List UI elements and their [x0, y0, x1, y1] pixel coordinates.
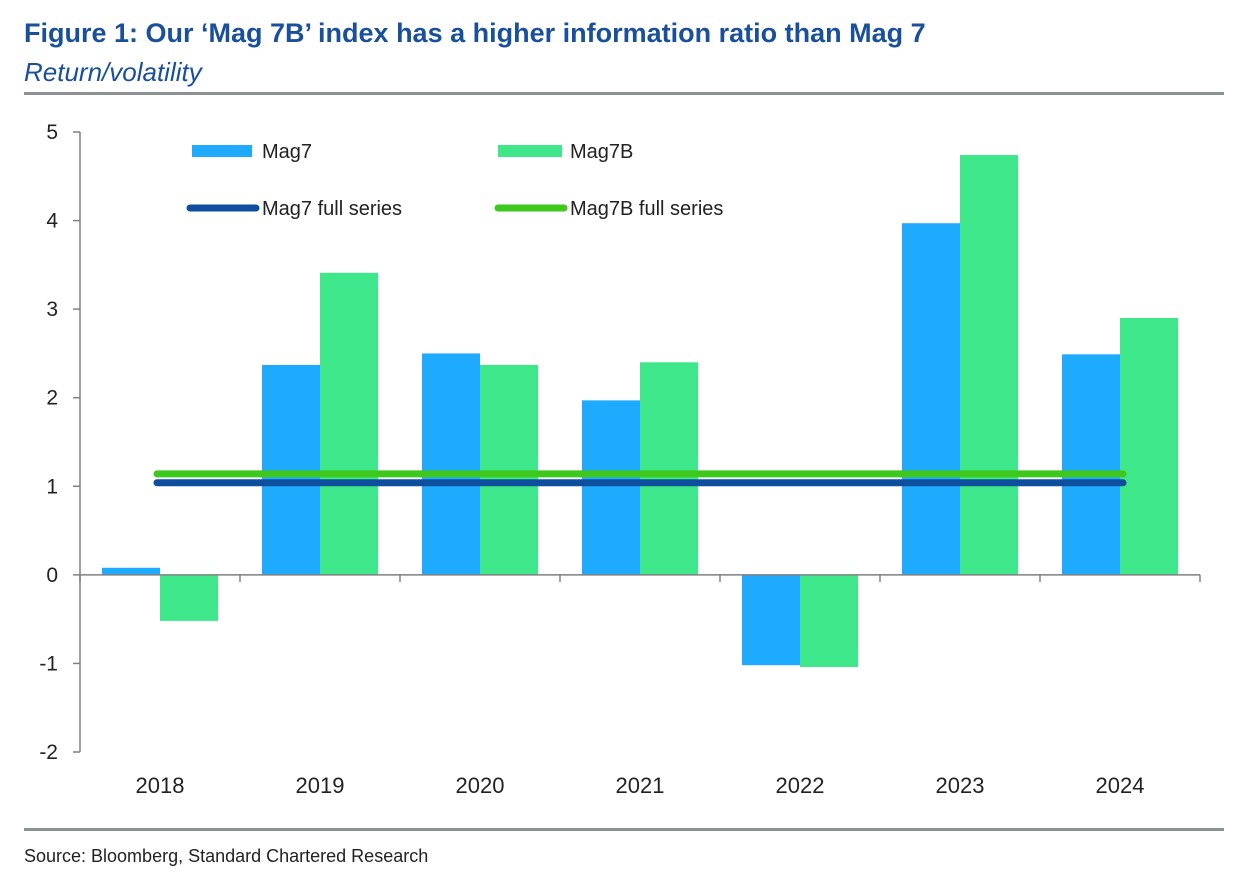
bar-mag7-2021	[582, 400, 640, 575]
bar-mag7b-2019	[320, 272, 378, 575]
bar-mag7b-2020	[480, 364, 538, 575]
reference-lines-layer	[153, 470, 1127, 487]
figure-subtitle: Return/volatility	[24, 57, 202, 87]
x-tick-label: 2023	[936, 773, 985, 798]
ticks-layer: -2 -1 0 1 2 3 4 5 2018 2019 2020 2021 2022 2023 2024	[39, 121, 1201, 798]
legend-swatch-mag7	[192, 145, 252, 157]
x-tick-label: 2024	[1096, 773, 1145, 798]
x-tick-label: 2021	[616, 773, 665, 798]
top-divider	[24, 92, 1224, 95]
axes-layer	[79, 132, 1200, 752]
bar-mag7-2018	[102, 567, 160, 575]
figure-title: Figure 1: Our ‘Mag 7B’ index has a highe…	[24, 18, 926, 48]
legend-swatch-mag7b	[498, 145, 562, 157]
legend-label-mag7-full-series: Mag7 full series	[262, 198, 402, 220]
bar-mag7-2019	[262, 364, 320, 575]
legend-label-mag7b: Mag7B	[570, 141, 633, 163]
bar-mag7b-2024	[1120, 318, 1178, 575]
x-tick-label: 2020	[456, 773, 505, 798]
bar-mag7b-2022	[800, 574, 858, 667]
x-tick-label: 2022	[776, 773, 825, 798]
y-tick-label: 0	[46, 564, 58, 587]
bar-mag7-2023	[902, 223, 960, 575]
x-tick-label: 2018	[136, 773, 185, 798]
bar-mag7b-2023	[960, 155, 1018, 575]
y-tick-label: 5	[46, 121, 58, 144]
y-tick-label: -1	[39, 652, 58, 675]
source-note: Source: Bloomberg, Standard Chartered Re…	[24, 846, 429, 866]
y-tick-label: 1	[46, 475, 58, 498]
bars-layer	[102, 155, 1178, 667]
y-tick-label: 2	[46, 387, 58, 410]
bar-mag7b-2018	[160, 574, 218, 621]
bar-mag7b-2021	[640, 362, 698, 575]
x-tick-label: 2019	[296, 773, 345, 798]
legend-label-mag7: Mag7	[262, 141, 312, 163]
bar-mag7-2024	[1062, 354, 1120, 575]
legend-label-mag7b-full-series: Mag7B full series	[570, 198, 723, 220]
chart-legend: Mag7 Mag7B Mag7 full series Mag7B full s…	[186, 141, 723, 220]
y-tick-label: -2	[39, 741, 58, 764]
y-tick-label: 3	[46, 298, 58, 321]
y-tick-label: 4	[46, 210, 58, 233]
bar-mag7-2022	[742, 574, 800, 666]
bar-mag7-2020	[422, 353, 480, 575]
bottom-divider	[24, 828, 1224, 831]
